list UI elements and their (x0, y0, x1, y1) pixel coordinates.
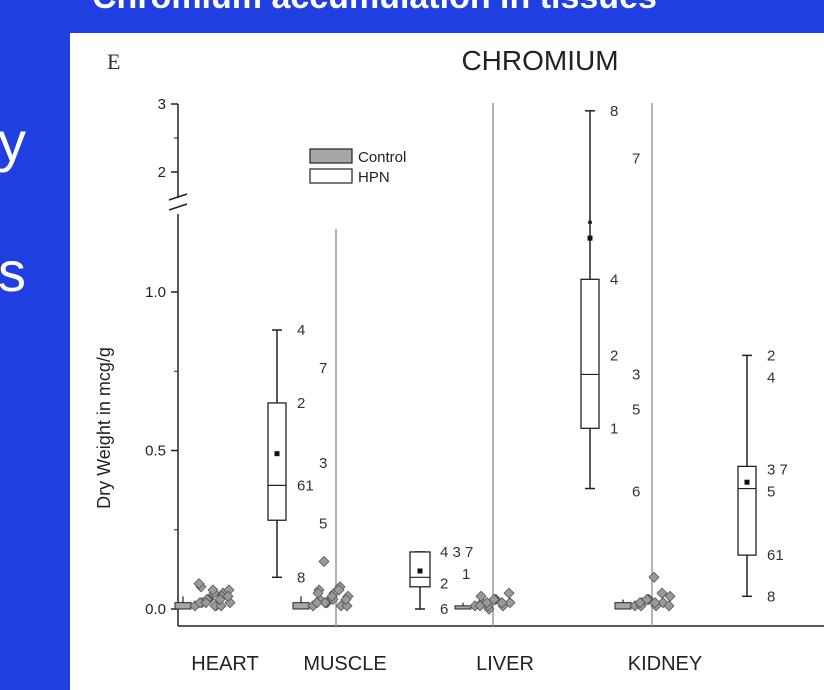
hpn-point-label: 8 (297, 569, 305, 586)
hpn-point-label: 4 3 7 (440, 544, 473, 561)
hpn-point-label: 61 (767, 547, 784, 564)
control-point (649, 597, 661, 609)
chart-panel: E CHROMIUM Dry Weight in mcg/g 0.0 0.5 1.0… (70, 33, 824, 690)
x-tick-label: LIVER (476, 653, 534, 675)
hpn-outlier (588, 220, 592, 225)
control-box (174, 602, 192, 610)
control-point (656, 587, 668, 599)
x-tick-label: KIDNEY (628, 653, 702, 675)
hpn-point-label: 61 (297, 477, 314, 494)
left-text-fragments: y s (0, 92, 58, 352)
y-tick-label: 1.0 (145, 284, 166, 301)
hpn-point-label: 1 (610, 420, 618, 437)
hpn-point-label: 4 (767, 370, 775, 387)
hpn-point-label: 2 (297, 395, 305, 412)
chart-title: CHROMIUM (461, 45, 618, 76)
panel-letter: E (107, 49, 120, 74)
x-tick-label: HEART (191, 653, 258, 675)
control-point (222, 590, 234, 602)
x-tick-label: MUSCLE (303, 653, 386, 675)
control-point (641, 593, 653, 606)
hpn-point-label: 3 7 (767, 462, 788, 479)
hpn-point-label: 7 (319, 360, 327, 377)
control-point (488, 593, 500, 606)
y-tick-label: 0.5 (145, 443, 166, 460)
y-tick-label: 0.0 (145, 601, 166, 618)
hpn-point-label: 1 (462, 566, 470, 583)
legend-label-control: Control (358, 149, 406, 166)
control-point (193, 578, 205, 590)
hpn-box (737, 465, 757, 556)
hpn-point-label: 5 (632, 401, 640, 418)
legend-label-hpn: HPN (358, 169, 390, 186)
control-point (200, 597, 212, 609)
hpn-point-label: 4 (297, 322, 305, 339)
hpn-box (267, 402, 287, 521)
control-box (454, 605, 472, 610)
hpn-point-label: 8 (610, 103, 618, 120)
control-point (648, 571, 660, 583)
control-point (319, 597, 331, 609)
control-box (614, 602, 632, 610)
hpn-point-label: 2 (767, 347, 775, 364)
control-point (663, 600, 675, 612)
hpn-point-label: 2 (440, 576, 448, 593)
control-box (292, 602, 310, 610)
hpn-point-label: 3 (319, 455, 327, 472)
y-tick-label: 3 (158, 96, 166, 113)
control-point (503, 587, 515, 599)
hpn-mean-marker (274, 451, 280, 457)
hpn-point-label: 3 (632, 366, 640, 383)
hpn-point-label: 8 (767, 588, 775, 605)
control-point (214, 593, 226, 606)
control-point (340, 593, 352, 606)
control-point (496, 597, 508, 609)
y-tick-label: 2 (158, 164, 166, 181)
control-point (504, 597, 516, 609)
control-point (311, 597, 323, 609)
box-plot-chart: E CHROMIUM Dry Weight in mcg/g 0.0 0.5 1.0… (94, 45, 824, 675)
hpn-box (580, 278, 600, 429)
y-axis-label: Dry Weight in mcg/g (94, 347, 114, 509)
legend-swatch-control (309, 148, 353, 164)
hpn-mean-marker (417, 568, 423, 574)
hpn-point-label: 7 (632, 150, 640, 167)
legend-swatch-hpn (309, 168, 353, 184)
control-point (318, 555, 330, 568)
axis-break-mark (168, 193, 188, 201)
hpn-point-label: 5 (767, 484, 775, 501)
hpn-point-label: 6 (440, 601, 448, 618)
control-point (326, 590, 338, 602)
control-point (333, 584, 345, 596)
left-fragment-2: s (0, 240, 26, 303)
hpn-mean-marker (587, 235, 593, 241)
slide-title: Chromium accumulation in tissues (92, 0, 657, 17)
left-fragment-1: y (0, 110, 26, 173)
hpn-point-label: 4 (610, 271, 618, 288)
hpn-mean-marker (744, 479, 750, 485)
control-point (207, 584, 219, 596)
hpn-point-label: 2 (610, 347, 618, 364)
hpn-point-label: 5 (319, 515, 327, 532)
hpn-point-label: 6 (632, 484, 640, 501)
axis-break-mark (168, 203, 188, 211)
